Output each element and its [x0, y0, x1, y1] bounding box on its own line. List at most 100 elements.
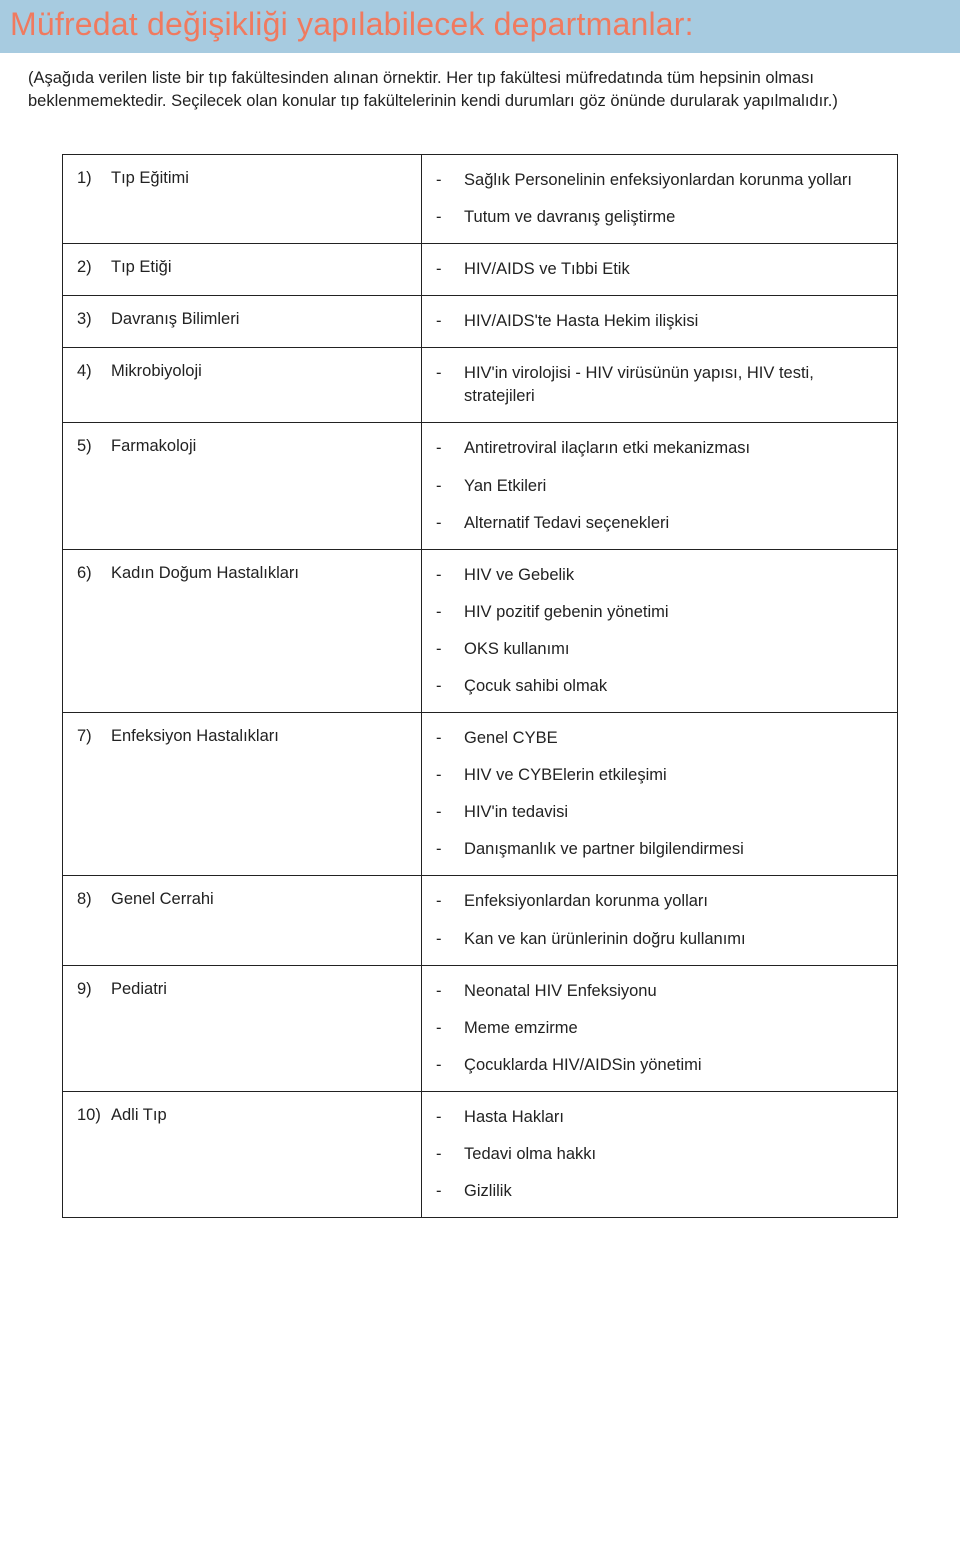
dash-icon: -	[436, 980, 464, 1003]
dept-name: Farmakoloji	[111, 435, 196, 458]
table-row: 5)Farmakoloji-Antiretroviral ilaçların e…	[63, 423, 898, 549]
list-item: -Tedavi olma hakkı	[436, 1141, 883, 1178]
items-cell: -Hasta Hakları-Tedavi olma hakkı-Gizlili…	[422, 1091, 898, 1217]
item-text: Sağlık Personelinin enfeksiyonlardan kor…	[464, 169, 883, 192]
dash-icon: -	[436, 1106, 464, 1129]
item-text: HIV ve CYBElerin etkileşimi	[464, 764, 883, 787]
list-item: -Kan ve kan ürünlerinin doğru kullanımı	[436, 926, 883, 953]
table-row: 7)Enfeksiyon Hastalıkları-Genel CYBE-HIV…	[63, 713, 898, 876]
items-cell: -HIV ve Gebelik-HIV pozitif gebenin yöne…	[422, 549, 898, 712]
list-item: -OKS kullanımı	[436, 636, 883, 673]
dash-icon: -	[436, 437, 464, 460]
list-item: -Meme emzirme	[436, 1015, 883, 1052]
dept-name: Pediatri	[111, 978, 167, 1001]
item-text: Meme emzirme	[464, 1017, 883, 1040]
items-list: -Neonatal HIV Enfeksiyonu-Meme emzirme-Ç…	[436, 978, 883, 1079]
list-item: -HIV'in virolojisi - HIV virüsünün yapıs…	[436, 360, 883, 410]
dept-number: 9)	[77, 978, 111, 1001]
table-row: 2)Tıp Etiği-HIV/AIDS ve Tıbbi Etik	[63, 244, 898, 296]
items-cell: -HIV'in virolojisi - HIV virüsünün yapıs…	[422, 348, 898, 423]
list-item: -Alternatif Tedavi seçenekleri	[436, 510, 883, 537]
items-list: -Enfeksiyonlardan korunma yolları-Kan ve…	[436, 888, 883, 952]
dash-icon: -	[436, 675, 464, 698]
items-list: -HIV/AIDS ve Tıbbi Etik	[436, 256, 883, 283]
list-item: -Tutum ve davranış geliştirme	[436, 204, 883, 231]
dept-name: Davranış Bilimleri	[111, 308, 239, 331]
dept-number: 10)	[77, 1104, 111, 1127]
dash-icon: -	[436, 475, 464, 498]
item-text: OKS kullanımı	[464, 638, 883, 661]
items-list: -Sağlık Personelinin enfeksiyonlardan ko…	[436, 167, 883, 231]
list-item: -Gizlilik	[436, 1178, 883, 1205]
item-text: Danışmanlık ve partner bilgilendirmesi	[464, 838, 883, 861]
item-text: Tedavi olma hakkı	[464, 1143, 883, 1166]
list-item: -Sağlık Personelinin enfeksiyonlardan ko…	[436, 167, 883, 204]
dept-name: Enfeksiyon Hastalıkları	[111, 725, 279, 748]
item-text: Kan ve kan ürünlerinin doğru kullanımı	[464, 928, 883, 951]
dash-icon: -	[436, 764, 464, 787]
items-list: -HIV ve Gebelik-HIV pozitif gebenin yöne…	[436, 562, 883, 700]
dash-icon: -	[436, 258, 464, 281]
list-item: -HIV pozitif gebenin yönetimi	[436, 599, 883, 636]
list-item: -HIV'in tedavisi	[436, 799, 883, 836]
item-text: Çocuklarda HIV/AIDSin yönetimi	[464, 1054, 883, 1077]
dept-number: 3)	[77, 308, 111, 331]
item-text: HIV/AIDS ve Tıbbi Etik	[464, 258, 883, 281]
dept-number: 1)	[77, 167, 111, 190]
dash-icon: -	[436, 512, 464, 535]
dept-number: 2)	[77, 256, 111, 279]
item-text: Antiretroviral ilaçların etki mekanizmas…	[464, 437, 883, 460]
table-row: 3)Davranış Bilimleri -HIV/AIDS'te Hasta H…	[63, 296, 898, 348]
list-item: -Neonatal HIV Enfeksiyonu	[436, 978, 883, 1015]
list-item: -HIV ve CYBElerin etkileşimi	[436, 762, 883, 799]
table-row: 4)Mikrobiyoloji -HIV'in virolojisi - HIV …	[63, 348, 898, 423]
list-item: -HIV ve Gebelik	[436, 562, 883, 599]
item-text: HIV pozitif gebenin yönetimi	[464, 601, 883, 624]
dash-icon: -	[436, 928, 464, 951]
dept-cell: 2)Tıp Etiği	[63, 244, 422, 296]
list-item: -Yan Etkileri	[436, 473, 883, 510]
dept-name: Tıp Etiği	[111, 256, 172, 279]
list-item: -Hasta Hakları	[436, 1104, 883, 1141]
item-text: Enfeksiyonlardan korunma yolları	[464, 890, 883, 913]
list-item: -Danışmanlık ve partner bilgilendirmesi	[436, 836, 883, 863]
table-row: 6)Kadın Doğum Hastalıkları-HIV ve Gebeli…	[63, 549, 898, 712]
list-item: -HIV/AIDS'te Hasta Hekim ilişkisi	[436, 308, 883, 335]
dash-icon: -	[436, 890, 464, 913]
dept-cell: 7)Enfeksiyon Hastalıkları	[63, 713, 422, 876]
dept-cell: 10)Adli Tıp	[63, 1091, 422, 1217]
dash-icon: -	[436, 727, 464, 750]
items-list: -HIV/AIDS'te Hasta Hekim ilişkisi	[436, 308, 883, 335]
dept-cell: 4)Mikrobiyoloji	[63, 348, 422, 423]
dash-icon: -	[436, 1180, 464, 1203]
table-container: 1)Tıp Eğitimi-Sağlık Personelinin enfeks…	[0, 124, 960, 1218]
dash-icon: -	[436, 638, 464, 661]
table-row: 10)Adli Tıp-Hasta Hakları-Tedavi olma ha…	[63, 1091, 898, 1217]
table-row: 9)Pediatri-Neonatal HIV Enfeksiyonu-Meme…	[63, 965, 898, 1091]
items-cell: -HIV/AIDS'te Hasta Hekim ilişkisi	[422, 296, 898, 348]
dash-icon: -	[436, 801, 464, 824]
table-row: 1)Tıp Eğitimi-Sağlık Personelinin enfeks…	[63, 154, 898, 243]
list-item: -Çocuklarda HIV/AIDSin yönetimi	[436, 1052, 883, 1079]
dept-number: 6)	[77, 562, 111, 585]
dept-number: 4)	[77, 360, 111, 383]
item-text: HIV'in virolojisi - HIV virüsünün yapısı…	[464, 362, 883, 408]
table-row: 8)Genel Cerrahi-Enfeksiyonlardan korunma…	[63, 876, 898, 965]
items-list: -Antiretroviral ilaçların etki mekanizma…	[436, 435, 883, 536]
items-cell: -Genel CYBE-HIV ve CYBElerin etkileşimi-…	[422, 713, 898, 876]
dash-icon: -	[436, 206, 464, 229]
dash-icon: -	[436, 838, 464, 861]
items-list: -Genel CYBE-HIV ve CYBElerin etkileşimi-…	[436, 725, 883, 863]
item-text: HIV ve Gebelik	[464, 564, 883, 587]
list-item: -HIV/AIDS ve Tıbbi Etik	[436, 256, 883, 283]
item-text: HIV'in tedavisi	[464, 801, 883, 824]
page-title: Müfredat değişikliği yapılabilecek depar…	[10, 6, 950, 43]
dash-icon: -	[436, 1054, 464, 1077]
list-item: -Çocuk sahibi olmak	[436, 673, 883, 700]
dept-name: Kadın Doğum Hastalıkları	[111, 562, 299, 585]
departments-table: 1)Tıp Eğitimi-Sağlık Personelinin enfeks…	[62, 154, 898, 1218]
dept-name: Mikrobiyoloji	[111, 360, 202, 383]
items-cell: -Sağlık Personelinin enfeksiyonlardan ko…	[422, 154, 898, 243]
item-text: Gizlilik	[464, 1180, 883, 1203]
list-item: -Antiretroviral ilaçların etki mekanizma…	[436, 435, 883, 472]
